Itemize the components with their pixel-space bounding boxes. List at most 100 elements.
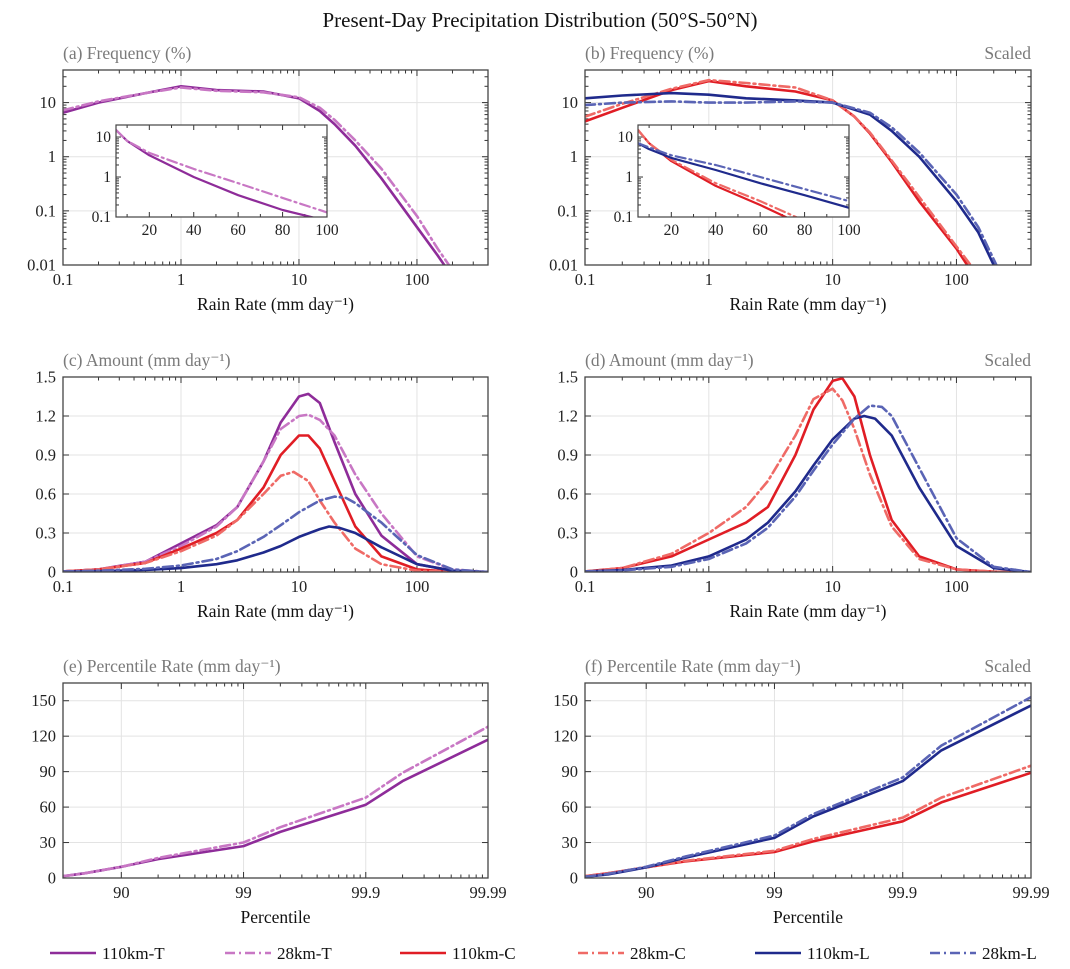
- panel-title: (f) Percentile Rate (mm day⁻¹): [585, 656, 801, 676]
- x-tick-label: 0.1: [575, 270, 596, 289]
- legend-item-110km-c: 110km-C: [400, 944, 516, 963]
- inset-x-tick-label: 40: [186, 222, 202, 239]
- panel-c: 0.1 1 10 100 0 0.3 0.6 0.9 1.2 1.5 (c) Amount (mm …: [35, 350, 489, 621]
- inset-b: 20 40 60 80 100 0.1 1 10: [614, 124, 861, 239]
- y-tick-label: 120: [553, 727, 578, 746]
- y-tick-label: 60: [562, 798, 579, 817]
- legend-label: 28km-L: [982, 944, 1037, 963]
- y-tick-label: 0.3: [557, 524, 578, 543]
- scaled-label: Scaled: [984, 350, 1031, 370]
- ticks-e: [63, 683, 489, 879]
- x-tick-label: 0.1: [53, 577, 74, 596]
- y-tick-label: 1: [48, 147, 56, 166]
- series-line-c-110km-c: [63, 434, 488, 572]
- x-tick-label: 99: [235, 883, 252, 902]
- y-tick-label: 0.01: [549, 256, 578, 275]
- figure-title: Present-Day Precipitation Distribution (…: [323, 8, 758, 32]
- y-tick-label: 1.5: [557, 368, 578, 387]
- series-line-f-110km-l: [585, 704, 1031, 878]
- axes-frame: [584, 682, 1032, 879]
- inset-y-tick-label: 0.1: [92, 209, 111, 226]
- y-tick-label: 0: [570, 869, 578, 888]
- y-tick-label: 30: [562, 833, 579, 852]
- series-line-a-28km-t: [63, 86, 451, 265]
- series-line-d-28km-l: [585, 404, 1031, 572]
- y-tick-label: 0: [48, 869, 56, 888]
- x-tick-label: 99.9: [351, 883, 380, 902]
- legend-label: 110km-C: [452, 944, 516, 963]
- panel-f: 90 99 99.9 99.99 0 30 60 90 120 150 (f) Percentile…: [553, 656, 1049, 927]
- legend-label: 28km-C: [630, 944, 686, 963]
- legend-label: 110km-T: [102, 944, 165, 963]
- x-tick-label: 1: [705, 270, 713, 289]
- series-line-c-110km-t: [63, 392, 488, 572]
- x-tick-label: 100: [405, 577, 430, 596]
- axes-frame: [584, 376, 1032, 573]
- axes-frame: [62, 682, 489, 879]
- grid-e: [63, 683, 489, 879]
- y-tick-label: 1.5: [35, 368, 56, 387]
- legend-item-28km-l: 28km-L: [930, 944, 1037, 963]
- y-tick-label: 1.2: [35, 407, 56, 426]
- axes-frame: [62, 376, 489, 573]
- grid-f: [585, 683, 1032, 879]
- series-line-d-28km-c: [585, 387, 1031, 572]
- inset-y-tick-label: 10: [618, 129, 634, 146]
- inset-x-tick-label: 20: [142, 222, 158, 239]
- x-tick-label: 0.1: [575, 577, 596, 596]
- y-tick-label: 0.1: [557, 201, 578, 220]
- y-tick-label: 30: [40, 833, 57, 852]
- inset-y-tick-label: 1: [625, 169, 633, 186]
- y-tick-label: 0: [48, 563, 56, 582]
- x-tick-label: 10: [291, 577, 308, 596]
- y-tick-label: 0.01: [27, 256, 56, 275]
- x-tick-label: 90: [113, 883, 130, 902]
- series-line-b-inset-28km-c: [638, 128, 799, 217]
- x-tick-label: 1: [177, 270, 185, 289]
- inset-x-tick-label: 100: [837, 222, 861, 239]
- inset-x-tick-label: 80: [797, 222, 813, 239]
- inset-y-tick-label: 10: [96, 129, 112, 146]
- x-tick-label: 99.99: [469, 883, 506, 902]
- x-tick-label: 10: [824, 577, 841, 596]
- ticks-f: [585, 683, 1032, 879]
- legend-item-28km-t: 28km-T: [225, 944, 332, 963]
- inset-x-tick-label: 40: [708, 222, 724, 239]
- y-tick-label: 0.6: [557, 485, 578, 504]
- legend-item-28km-c: 28km-C: [578, 944, 686, 963]
- panel-title: (d) Amount (mm day⁻¹): [585, 350, 754, 370]
- y-tick-label: 0.9: [35, 446, 56, 465]
- x-tick-label: 99: [766, 883, 783, 902]
- series-line-e-28km-t: [63, 725, 488, 878]
- y-tick-label: 10: [40, 93, 57, 112]
- y-tick-label: 0: [570, 563, 578, 582]
- panel-title: (e) Percentile Rate (mm day⁻¹): [63, 656, 281, 676]
- y-tick-label: 10: [562, 93, 579, 112]
- legend-item-110km-t: 110km-T: [50, 944, 165, 963]
- y-tick-label: 0.1: [35, 201, 56, 220]
- series-line-a-inset-28km-t: [116, 128, 327, 214]
- y-tick-label: 1: [570, 147, 578, 166]
- series-line-c-28km-c: [63, 470, 488, 572]
- y-tick-label: 1.2: [557, 407, 578, 426]
- series-line-f-28km-c: [585, 764, 1031, 878]
- series-line-b-inset-110km-l: [638, 142, 849, 209]
- y-tick-label: 0.6: [35, 485, 56, 504]
- x-axis-label: Rain Rate (mm day⁻¹): [197, 294, 354, 314]
- x-tick-label: 1: [705, 577, 713, 596]
- y-tick-label: 90: [40, 762, 57, 781]
- series-line-b-28km-l: [585, 100, 998, 265]
- inset-a: 20 40 60 80 100 0.1 1 10: [92, 124, 339, 239]
- inset-frame: [637, 124, 850, 218]
- legend-label: 110km-L: [807, 944, 870, 963]
- legend: 110km-T 28km-T 110km-C 28km-C 110km-L 28km-L: [50, 944, 1037, 963]
- inset-x-tick-label: 20: [664, 222, 680, 239]
- x-tick-label: 100: [944, 577, 969, 596]
- axes-frame: [62, 69, 489, 266]
- x-axis-label: Percentile: [241, 907, 311, 927]
- grid-c: [62, 376, 488, 573]
